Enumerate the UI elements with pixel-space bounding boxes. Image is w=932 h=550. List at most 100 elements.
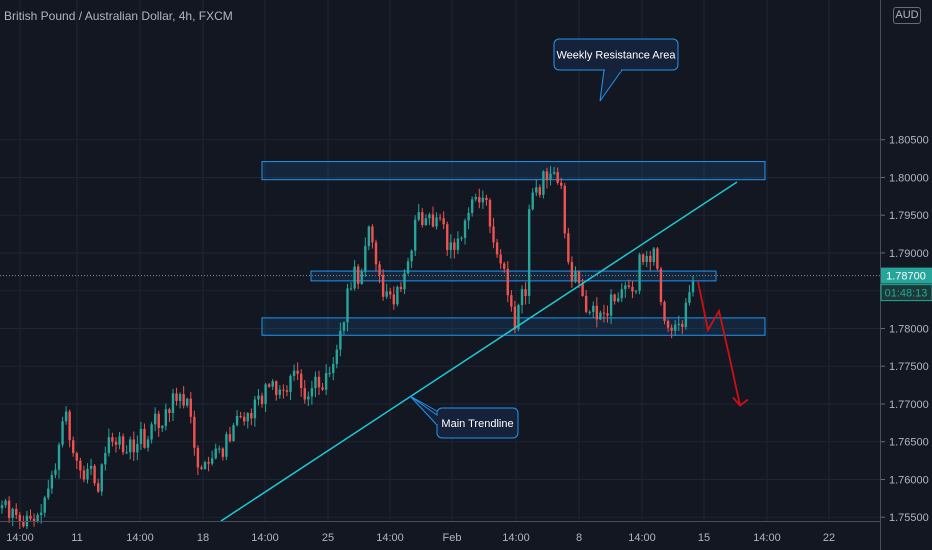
candle-body: [360, 271, 363, 284]
currency-badge[interactable]: AUD: [893, 7, 921, 24]
candle-body: [43, 497, 46, 513]
countdown-label: [880, 284, 932, 302]
candle-body: [203, 462, 207, 469]
candle-body: [4, 500, 7, 506]
candle-body: [403, 273, 406, 290]
candle-body: [243, 416, 246, 422]
candle-body: [264, 384, 267, 404]
time-tick-label: 14:00: [628, 532, 656, 544]
candle-body: [520, 289, 524, 306]
price-axis[interactable]: 1.805001.800001.795001.790001.785001.780…: [880, 0, 932, 550]
candle-body: [210, 458, 214, 464]
price-tick-label: 1.77500: [889, 361, 929, 373]
candle-body: [545, 171, 549, 180]
candle-body: [64, 411, 68, 422]
candles-layer: [0, 166, 695, 529]
candle-body: [431, 214, 435, 227]
candle-body: [89, 465, 93, 469]
candle-body: [100, 464, 103, 492]
candle-body: [424, 218, 428, 226]
candle-body: [239, 416, 242, 418]
candle-body: [417, 212, 420, 220]
candle-body: [257, 395, 260, 400]
last-price-label[interactable]: [881, 267, 932, 284]
candle-body: [182, 394, 185, 406]
candle-body: [649, 255, 652, 263]
candle-body: [11, 508, 14, 518]
candle-body: [438, 217, 442, 219]
candle-body: [638, 254, 641, 291]
candle-body: [435, 217, 438, 227]
support-zone[interactable]: [261, 317, 766, 336]
candle-body: [72, 440, 75, 454]
candle-body: [321, 387, 324, 390]
candle-body: [296, 370, 299, 374]
candle-body: [421, 212, 424, 226]
candle-body: [595, 305, 599, 320]
candle-body: [353, 266, 356, 289]
overlays-layer: Weekly Resistance Area Main Trendline: [0, 38, 880, 522]
countdown-value: 01:48:13: [885, 288, 928, 300]
candle-body: [314, 376, 317, 389]
weekly-resistance-label: Weekly Resistance Area: [556, 50, 676, 62]
candle-body: [506, 268, 509, 296]
time-tick-label: 14:00: [6, 532, 34, 544]
candle-body: [481, 197, 485, 203]
candle-body: [634, 290, 638, 292]
candle-body: [250, 413, 253, 419]
candle-body: [104, 453, 107, 465]
candle-body: [29, 515, 32, 519]
candle-body: [136, 443, 139, 453]
candle-body: [175, 393, 178, 401]
candle-body: [129, 439, 132, 453]
candle-body: [364, 246, 367, 272]
candle-body: [292, 370, 296, 377]
candle-body: [588, 311, 591, 313]
candle-body: [456, 238, 460, 250]
candle-body: [389, 291, 392, 295]
candle-body: [396, 286, 399, 305]
candle-body: [299, 373, 303, 389]
candle-body: [378, 264, 381, 275]
candle-body: [442, 218, 445, 225]
candle-body: [460, 237, 463, 239]
candle-body: [641, 254, 645, 263]
candle-body: [214, 448, 217, 459]
candle-body: [581, 283, 584, 296]
candle-body: [324, 373, 328, 390]
candle-body: [79, 460, 82, 471]
chart-title: British Pound / Australian Dollar, 4h, F…: [4, 9, 233, 23]
candle-body: [592, 305, 595, 312]
candle-body: [492, 226, 495, 243]
price-tick-label: 1.75500: [889, 512, 929, 524]
candle-body: [385, 291, 388, 297]
bearish-projection-path[interactable]: [697, 281, 741, 406]
main-trendline-label-tail-seam: [436, 416, 439, 424]
candle-body: [531, 192, 534, 210]
candle-body: [93, 465, 96, 484]
candle-body: [132, 439, 135, 453]
time-axis[interactable]: 14:00 11 14:00 18 14:00 25 14:00 Feb 14:00 8 14:00…: [0, 521, 880, 545]
candle-body: [317, 376, 321, 388]
candle-body: [517, 305, 520, 330]
candle-body: [196, 447, 200, 468]
candle-body: [275, 381, 278, 395]
candle-body: [645, 255, 648, 263]
time-tick-label: Feb: [443, 532, 462, 544]
candle-body: [47, 488, 50, 498]
candle-body: [303, 388, 306, 400]
candle-body: [527, 209, 531, 296]
candle-body: [670, 327, 673, 331]
main-trendline[interactable]: [220, 181, 738, 522]
price-tick-label: 1.76000: [889, 474, 929, 486]
candle-body: [677, 323, 680, 325]
candle-body: [410, 250, 413, 262]
candle-body: [659, 268, 663, 303]
candle-body: [560, 182, 563, 186]
weekly-resistance-zone[interactable]: [261, 161, 766, 181]
candle-body: [367, 226, 371, 247]
candle-body: [146, 439, 150, 448]
candle-body: [542, 171, 545, 195]
candle-body: [599, 312, 602, 320]
